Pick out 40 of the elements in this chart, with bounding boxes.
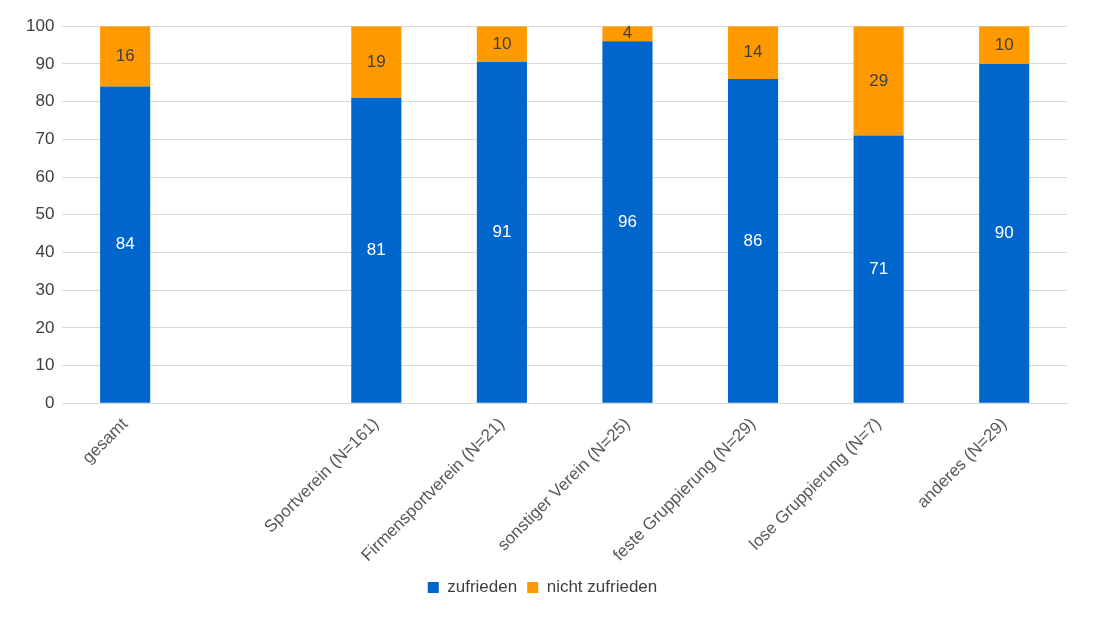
y-tick-label: 90 [35,53,55,73]
data-label: 10 [994,34,1014,54]
bar [476,62,527,403]
data-label: 96 [618,211,637,231]
bar [728,26,779,79]
bar [728,78,779,403]
y-tick-label: 60 [35,166,55,186]
data-label: 84 [115,234,135,254]
bar [100,26,151,87]
bar [602,41,653,403]
data-label: 19 [366,51,386,71]
data-label: 86 [743,230,763,250]
legend-label: zufrieden [447,577,518,597]
y-tick-label: 70 [35,129,55,149]
data-label: 29 [869,70,889,90]
data-label: 10 [492,33,512,53]
y-tick-label: 40 [35,242,55,262]
legend-label: nicht zufrieden [546,577,658,597]
y-tick-label: 0 [44,392,55,412]
bar [351,26,402,98]
data-label: 81 [366,240,386,260]
y-tick-label: 30 [35,279,55,299]
bar [476,26,527,63]
y-tick-label: 80 [35,91,55,111]
bar [979,26,1030,64]
data-label: 90 [994,223,1014,243]
bar [853,26,904,136]
bar [853,135,904,403]
data-label: 4 [622,23,633,43]
y-tick-label: 10 [35,355,55,375]
bar [351,97,402,403]
bar [979,63,1030,403]
y-tick-label: 100 [25,15,55,35]
data-label: 16 [115,46,135,66]
data-label: 91 [492,222,512,242]
data-label: 14 [743,42,763,62]
data-label: 71 [869,258,889,278]
bar [100,86,151,403]
y-tick-label: 20 [35,317,55,337]
y-tick-label: 50 [35,204,55,224]
